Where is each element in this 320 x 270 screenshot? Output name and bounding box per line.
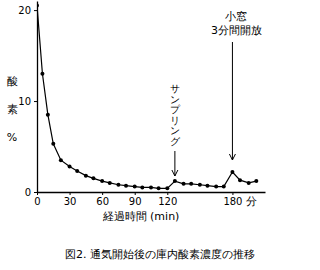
y-tick-label: 0 [25,187,31,198]
x-tick-label: 180 [223,196,242,207]
x-label: 経過時間 (min) [102,210,180,223]
data-point [254,179,258,183]
data-point [198,183,202,187]
data-point [40,72,44,76]
y-tick: 10 [18,96,37,107]
data-point [108,181,112,185]
x-tick-mark [70,192,71,195]
y-axis-line [37,2,38,193]
x-tick: 0 [34,192,40,207]
data-point [51,142,55,146]
annotation: 3分間開放 [211,24,262,37]
data-point [68,165,72,169]
x-tick-label: 90 [129,196,142,207]
y-tick-label: 20 [18,5,31,16]
x-tick-mark [102,192,103,195]
x-tick-label: 30 [64,196,77,207]
data-point [165,186,169,190]
data-point [91,176,95,180]
data-point [133,185,137,189]
data-point [157,186,161,190]
y-tick: 0 [25,187,37,198]
data-point [149,185,153,189]
y-tick-label: 10 [18,96,31,107]
data-point [75,169,79,173]
x-tick-mark [232,192,233,195]
data-point [46,113,50,117]
x-tick-label: 60 [96,196,109,207]
data-point [124,184,128,188]
data-point [189,182,193,186]
x-axis-line [38,192,266,193]
data-point [214,185,218,189]
x-tick-label: 120 [158,196,177,207]
annotation-arrowhead [172,170,178,176]
x-tick-mark [167,192,168,195]
annotation: 小窓 [225,10,247,23]
x-axis: 0 30 60 90 120 180 [34,192,265,207]
data-point [238,178,242,182]
data-point [116,183,120,187]
data-point [230,170,234,174]
annotation-arrow [174,151,175,176]
title: 図2. 通気開始後の庫内酸素濃度の推移 [65,248,255,261]
data-point [100,179,104,183]
y-tick: 20 [18,5,37,16]
data-point [222,185,226,189]
x-tick: 120 [158,192,177,207]
y-axis: 0 10 20 [18,2,37,198]
x-tick-label: 0 [34,196,40,207]
annotation-arrow [232,42,233,160]
y-tick-mark [34,10,37,11]
y-tick-mark [34,192,37,193]
annotation: サンプリング [170,83,181,147]
data-point [59,158,63,162]
y-tick-mark [34,101,37,102]
x-tick: 60 [96,192,109,207]
chart: 0 30 60 90 120 180 0 10 20 分 酸素% 経過時間 (min) 図2. 通気開始… [0,0,320,270]
x-tick: 90 [129,192,142,207]
data-point [205,184,209,188]
x-tick: 30 [64,192,77,207]
x-unit: 分 [246,195,257,208]
x-tick: 180 [223,192,242,207]
data-point [37,4,39,8]
data-point [140,185,144,189]
annotation-arrowhead [229,154,235,160]
data-point [84,174,88,178]
data-point [247,181,251,185]
y-label: 酸素% [7,75,18,144]
data-point [173,179,177,183]
data-point [182,182,186,186]
x-tick-mark [135,192,136,195]
